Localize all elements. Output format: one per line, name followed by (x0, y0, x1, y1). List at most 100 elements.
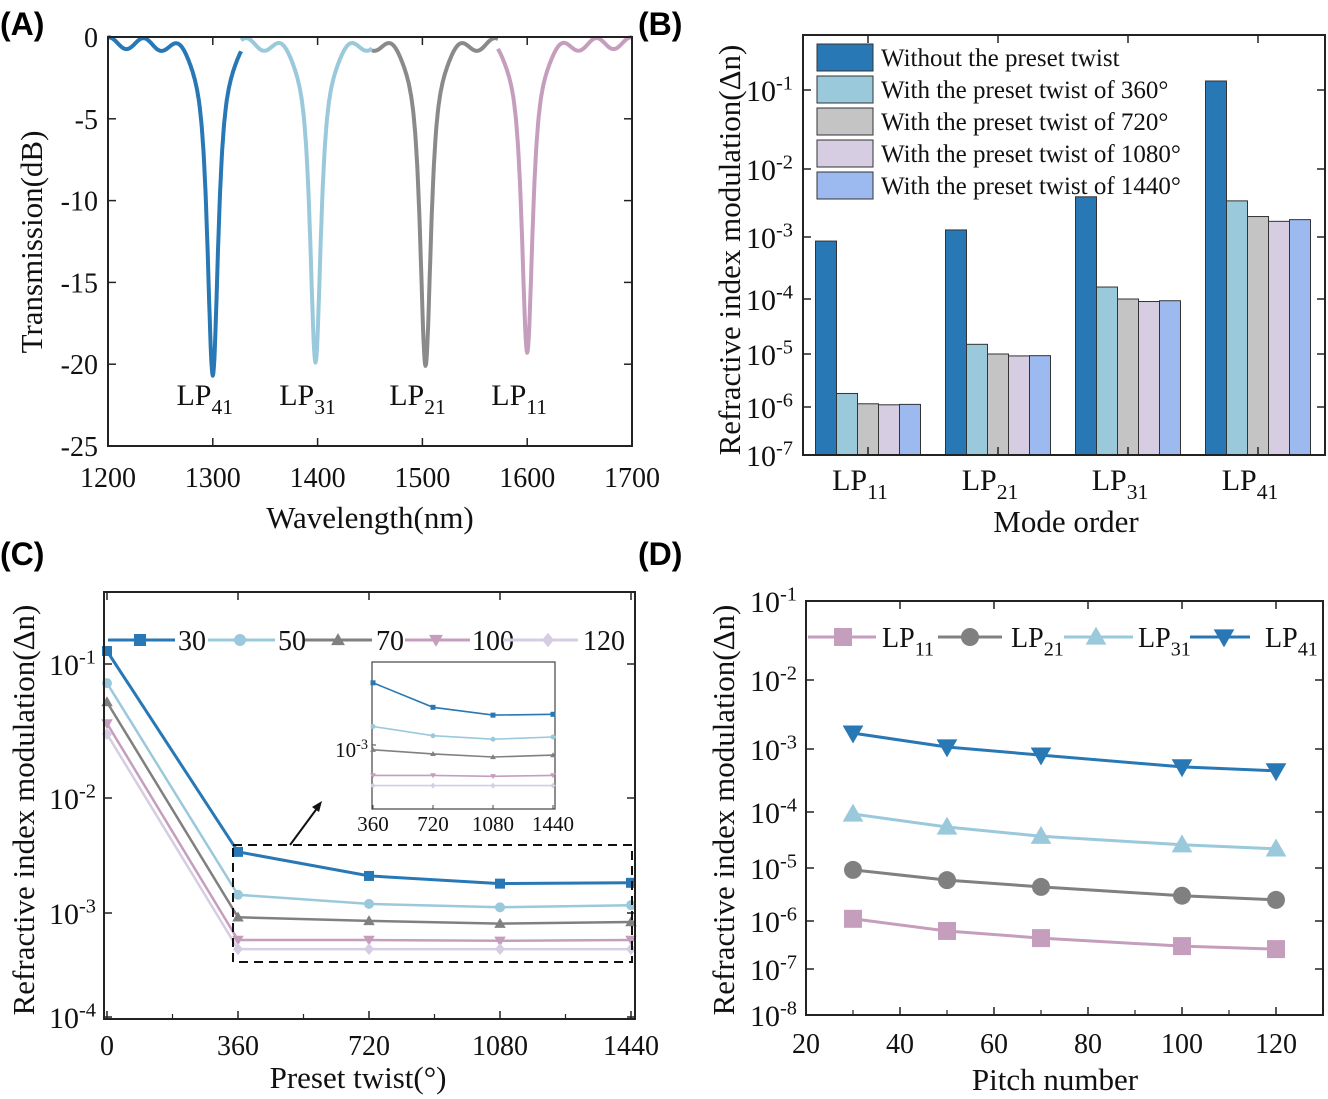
y-tick-label-base: 10 (750, 853, 780, 886)
x-tick-label: 1200 (80, 463, 136, 494)
y-tick-label: 10-1 (750, 584, 797, 619)
data-point-LP31 (1265, 838, 1287, 857)
inset-data-point (550, 752, 556, 758)
data-point-LP31 (936, 816, 958, 835)
dip-label-LP11-base: LP (491, 379, 526, 412)
x-tick-label: 100 (1161, 1029, 1203, 1060)
panel-label-a: (A) (0, 6, 44, 42)
data-point-50 (233, 889, 243, 900)
inset-data-point (370, 680, 376, 686)
panel-label-d: (D) (638, 536, 682, 572)
legend-label-LP31: LP31 (1138, 623, 1191, 660)
legend-swatch (816, 139, 874, 168)
legend-label: With the preset twist of 1080° (881, 141, 1181, 168)
legend-label-LP21-base: LP (1011, 623, 1044, 654)
y-tick-label: 10-6 (750, 904, 797, 939)
legend-label-LP21: LP21 (1011, 623, 1064, 660)
y-tick-label-base: 10 (49, 649, 79, 682)
inset-y-tick-label-base: 10 (335, 738, 356, 762)
y-tick-label-exponent: -5 (776, 337, 793, 359)
x-tick-label: 1300 (185, 463, 241, 494)
y-tick-label-exponent: -1 (79, 647, 96, 669)
y-tick-label: 10-4 (49, 1000, 96, 1035)
y-tick-label-base: 10 (750, 665, 780, 698)
x-tick-label-LP11-base: LP (832, 464, 867, 497)
bar-0-1 (836, 392, 858, 456)
data-point-LP21 (844, 860, 862, 879)
legend-label-LP31-subscript: 31 (1171, 638, 1191, 660)
panel-c-x-axis-title: Preset twist(°) (270, 1060, 447, 1095)
legend-marker (331, 633, 345, 646)
y-tick-label-exponent: -3 (780, 732, 797, 754)
y-tick-label-base: 10 (746, 222, 776, 255)
y-tick-label-base: 10 (746, 154, 776, 187)
legend-label: Without the preset twist (881, 45, 1120, 72)
legend-label-70: 70 (376, 626, 404, 657)
legend-label-LP21-subscript: 21 (1044, 638, 1064, 660)
panel-d-y-axis-title: Refractive index modulation(Δn) (706, 605, 741, 1016)
data-point-30 (495, 878, 505, 889)
x-tick-label: 1400 (290, 463, 346, 494)
bar-3-1 (1226, 200, 1248, 456)
y-tick-label-base: 10 (746, 392, 776, 425)
transmission-curve-LP31 (239, 36, 374, 365)
inset-data-point (430, 750, 436, 756)
panel-d-axes-box (805, 600, 1324, 1016)
zoom-region-rectangle (232, 844, 633, 963)
data-point-LP21 (1173, 886, 1191, 905)
y-tick-label: 10-8 (750, 998, 797, 1033)
data-point-70 (101, 696, 113, 707)
panel-b-x-axis-title: Mode order (993, 504, 1139, 539)
x-tick-label-LP41-base: LP (1222, 464, 1257, 497)
inset-data-point (490, 782, 496, 789)
y-tick-label-base: 10 (750, 734, 780, 767)
legend-label: With the preset twist of 720° (881, 109, 1168, 136)
x-tick-label-LP21-base: LP (962, 464, 997, 497)
legend-label-LP31-base: LP (1138, 623, 1171, 654)
panel-b-axes-box (802, 34, 1326, 456)
dip-label-LP21-base: LP (389, 379, 424, 412)
legend-label-50: 50 (278, 626, 306, 657)
y-tick-label-exponent: -2 (776, 152, 793, 174)
inset-y-tick-label-exponent: -3 (356, 737, 368, 753)
data-point-LP41 (842, 725, 864, 744)
data-point-LP41 (1030, 747, 1052, 766)
bar-2-0 (1075, 196, 1097, 456)
data-point-70 (232, 911, 244, 922)
inset-data-point (370, 782, 376, 789)
x-tick-label-LP41: LP41 (1222, 464, 1279, 504)
inset-series-line-100 (373, 774, 554, 778)
inset-data-point (430, 704, 436, 710)
y-tick-label-exponent: -6 (776, 390, 793, 412)
data-point-100 (363, 935, 375, 946)
data-point-30 (364, 870, 374, 881)
inset-data-point (550, 782, 556, 789)
x-tick-label: 40 (886, 1029, 914, 1060)
data-point-30 (233, 846, 243, 857)
data-point-LP41 (1265, 763, 1287, 782)
bar-3-3 (1268, 220, 1290, 456)
y-tick-label: 10-2 (750, 663, 797, 698)
inset-x-tick-label: 720 (417, 812, 449, 836)
dip-label-LP21: LP21 (389, 379, 446, 419)
data-point-120 (364, 943, 374, 956)
dip-label-LP31-subscript: 31 (314, 395, 336, 419)
y-tick-label-exponent: -5 (780, 851, 797, 873)
data-point-120 (495, 943, 505, 956)
inset-data-point (430, 782, 436, 789)
y-tick-label-exponent: -7 (780, 952, 797, 974)
legend-marker (1213, 629, 1235, 648)
bar-3-4 (1289, 219, 1311, 456)
inset-data-point (370, 746, 376, 752)
bar-2-3 (1138, 301, 1160, 456)
legend-label-LP11-subscript: 11 (915, 638, 934, 660)
x-tick-label-LP31: LP31 (1092, 464, 1149, 504)
arrow-line (289, 806, 319, 846)
y-tick-label: 10-1 (49, 647, 96, 682)
transmission-curve-LP21 (370, 36, 500, 368)
y-tick-label: -5 (75, 105, 98, 136)
legend-label-LP11-base: LP (882, 623, 915, 654)
data-point-LP21 (1267, 890, 1285, 909)
bar-1-4 (1029, 355, 1051, 456)
